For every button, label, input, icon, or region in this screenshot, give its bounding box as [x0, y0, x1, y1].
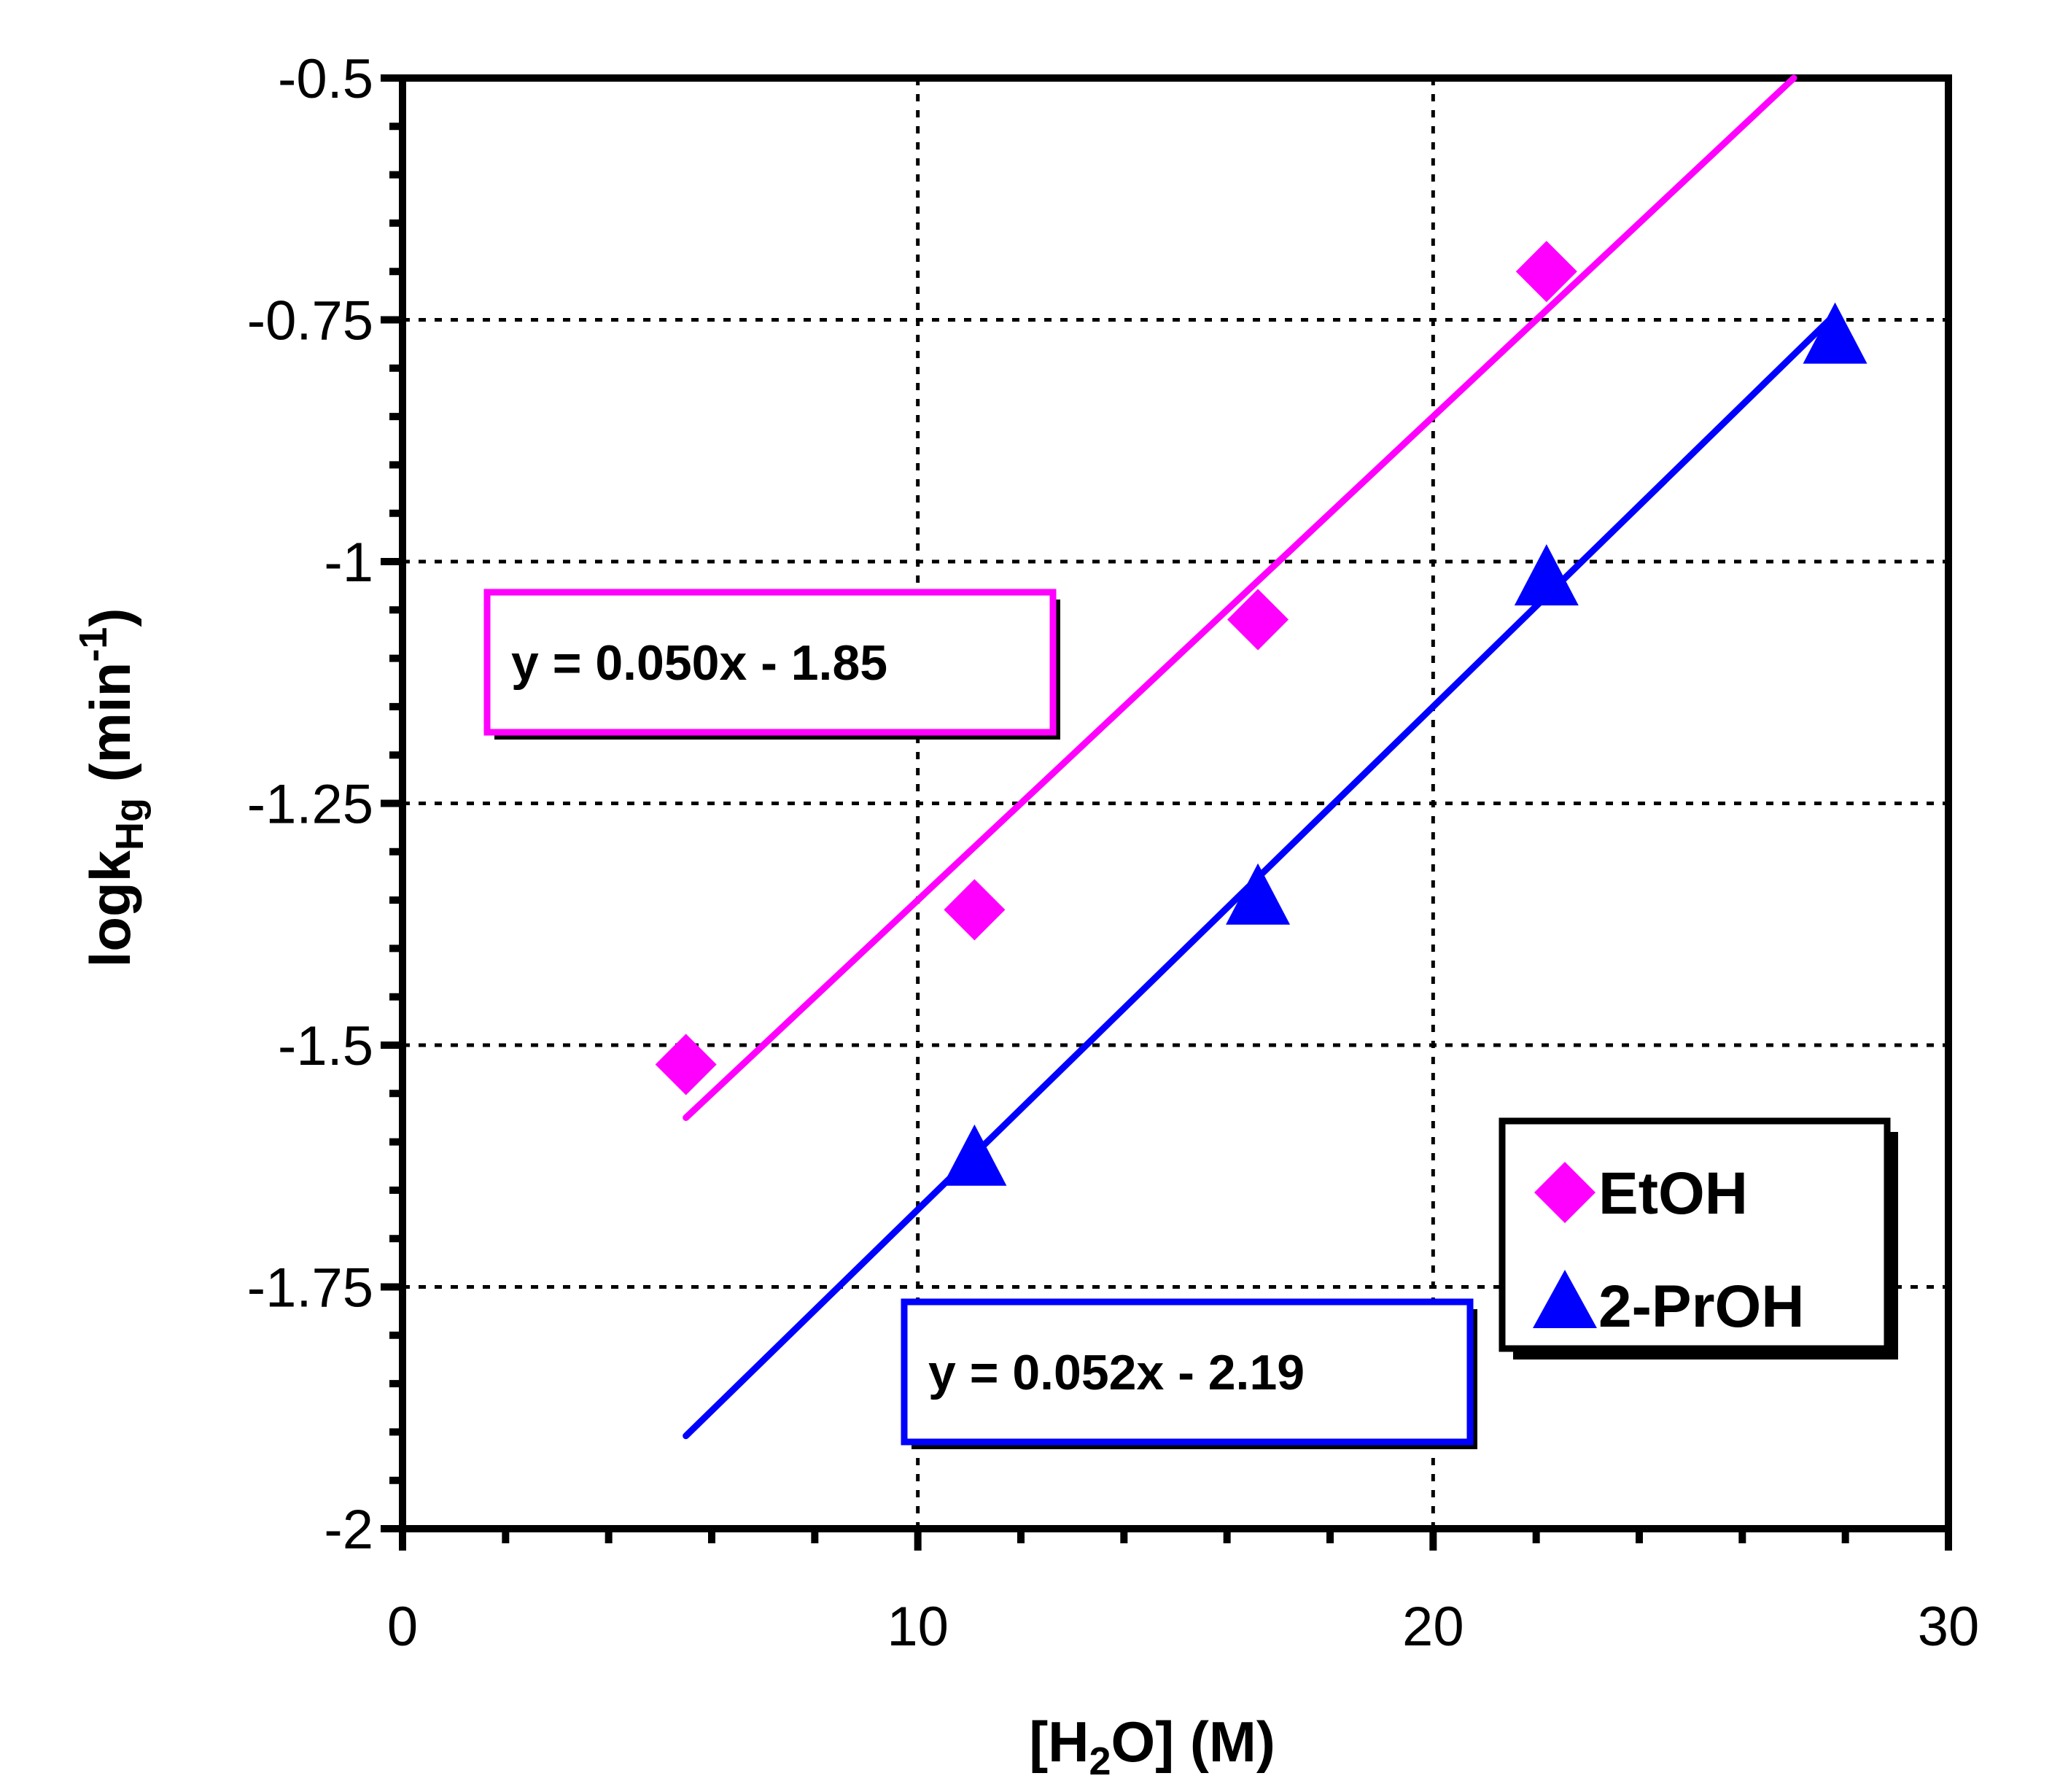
- equation-boxes: y = 0.050x - 1.85 y = 0.052x - 2.19: [483, 589, 1477, 1449]
- x-tick-label: 30: [1918, 1596, 1980, 1658]
- data-point-etoh: [944, 879, 1006, 941]
- equation-box-2proh: y = 0.052x - 2.19: [901, 1298, 1477, 1449]
- y-tick-label: -0.5: [278, 48, 373, 110]
- data-point-etoh: [1227, 589, 1289, 651]
- y-tick-label: -2: [324, 1499, 373, 1561]
- legend-label-etoh: EtOH: [1598, 1160, 1748, 1227]
- legend-label-2proh: 2-PrOH: [1598, 1273, 1805, 1340]
- x-tick-label: 20: [1402, 1596, 1464, 1658]
- data-point-2proh: [1226, 863, 1291, 925]
- y-tick-label: -1.75: [247, 1257, 373, 1319]
- y-axis-label: logkHg (min-1): [71, 608, 152, 968]
- data-point-etoh: [655, 1033, 717, 1095]
- x-tick-label: 0: [387, 1596, 418, 1658]
- x-tick-label: 10: [887, 1596, 949, 1658]
- y-tick-label: -1.5: [278, 1015, 373, 1077]
- svg-text:logkHg (min-1): logkHg (min-1): [71, 608, 152, 968]
- y-tick-label: -1.25: [247, 774, 373, 836]
- data-point-2proh: [1803, 302, 1867, 364]
- equation-2proh: y = 0.052x - 2.19: [928, 1345, 1305, 1400]
- equation-etoh: y = 0.050x - 1.85: [511, 635, 887, 691]
- legend-marker-2proh: [1533, 1270, 1597, 1328]
- fit-line-etoh: [683, 74, 1797, 1121]
- equation-box-etoh: y = 0.050x - 1.85: [483, 589, 1060, 740]
- axis-ticks: -2 -1.75 -1.5 -1.25 -1 -0.75 -0.5 0 10 20 30: [247, 48, 1980, 1658]
- y-tick-label: -1: [324, 532, 373, 594]
- legend: EtOH 2-PrOH: [1499, 1117, 1898, 1359]
- data-points: [655, 241, 1867, 1186]
- gridlines: [403, 78, 1948, 1529]
- data-point-etoh: [1515, 241, 1577, 303]
- x-axis-label: [H2O] (M): [1029, 1710, 1275, 1783]
- data-point-2proh: [1514, 544, 1579, 606]
- legend-marker-etoh: [1534, 1162, 1595, 1223]
- data-point-2proh: [942, 1124, 1007, 1186]
- svg-text:[H2O] (M): [H2O] (M): [1029, 1710, 1275, 1783]
- y-tick-label: -0.75: [247, 290, 373, 352]
